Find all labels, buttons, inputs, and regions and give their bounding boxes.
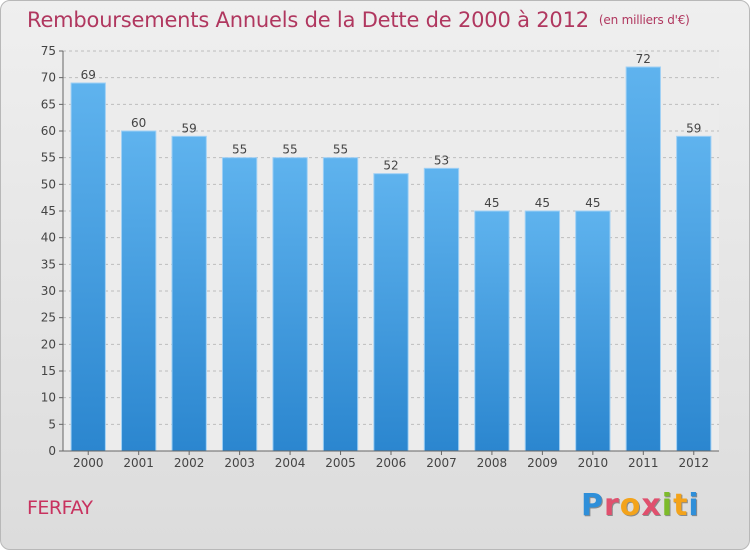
bar	[272, 157, 308, 452]
x-tick-label: 2001	[123, 456, 154, 470]
chart-title-text: Remboursements Annuels de la Dette de 20…	[27, 8, 589, 32]
bar	[121, 130, 157, 452]
logo-letter: x	[641, 488, 662, 523]
y-tick-label: 25	[41, 311, 56, 325]
bar-value-label: 45	[535, 196, 550, 210]
x-tick-label: 2009	[527, 456, 558, 470]
x-tick-label: 2008	[477, 456, 508, 470]
x-tick-label: 2006	[376, 456, 407, 470]
y-tick-label: 60	[41, 124, 56, 138]
chart-subtitle: (en milliers d'€)	[598, 13, 690, 27]
y-tick-label: 75	[41, 44, 56, 58]
y-tick-label: 30	[41, 284, 56, 298]
bar-value-label: 52	[383, 159, 398, 173]
y-tick-label: 70	[41, 71, 56, 85]
y-tick-label: 45	[41, 204, 56, 218]
municipality-name: FERFAY	[27, 497, 93, 519]
bar-value-label: 69	[81, 68, 96, 82]
logo-letter: t	[673, 488, 689, 523]
bar-value-label: 59	[686, 121, 701, 135]
bar-value-label: 45	[585, 196, 600, 210]
y-tick-label: 15	[41, 364, 56, 378]
bar-value-label: 45	[484, 196, 499, 210]
y-tick-label: 5	[48, 417, 56, 431]
y-tick-label: 40	[41, 231, 56, 245]
bar	[625, 66, 661, 452]
bar	[322, 157, 359, 452]
proxiti-logo: Proxiti	[581, 488, 700, 523]
bar-value-label: 55	[333, 143, 348, 157]
x-tick-label: 2010	[578, 456, 609, 470]
y-tick-label: 0	[48, 444, 56, 458]
bar	[221, 157, 258, 452]
logo-letter: i	[688, 488, 700, 523]
x-tick-label: 2003	[224, 456, 255, 470]
bar	[373, 173, 409, 452]
y-tick-label: 55	[41, 151, 56, 165]
bar-value-label: 55	[282, 143, 297, 157]
bar	[676, 135, 712, 452]
x-tick-label: 2012	[678, 456, 709, 470]
x-tick-label: 2007	[426, 456, 457, 470]
bar	[524, 210, 561, 452]
y-tick-label: 65	[41, 97, 56, 111]
chart-title: Remboursements Annuels de la Dette de 20…	[27, 8, 690, 32]
y-tick-label: 20	[41, 337, 56, 351]
bar	[171, 135, 207, 452]
y-tick-label: 10	[41, 391, 56, 405]
bar	[474, 210, 510, 452]
x-tick-label: 2000	[73, 456, 104, 470]
logo-letter: r	[604, 488, 620, 523]
y-tick-label: 35	[41, 257, 56, 271]
logo-letter: P	[581, 488, 604, 523]
bar	[575, 210, 611, 452]
bar-value-label: 59	[182, 121, 197, 135]
bar	[423, 167, 460, 452]
x-tick-label: 2011	[628, 456, 659, 470]
logo-letter: o	[619, 488, 642, 523]
x-tick-label: 2005	[325, 456, 356, 470]
x-tick-label: 2004	[275, 456, 306, 470]
x-tick-label: 2002	[174, 456, 205, 470]
y-tick-label: 50	[41, 177, 56, 191]
bar-value-label: 60	[131, 116, 146, 130]
bar-value-label: 53	[434, 153, 449, 167]
logo-letter: i	[661, 488, 674, 523]
bar-value-label: 55	[232, 143, 247, 157]
bar-value-label: 72	[636, 52, 651, 66]
bar	[70, 82, 106, 452]
